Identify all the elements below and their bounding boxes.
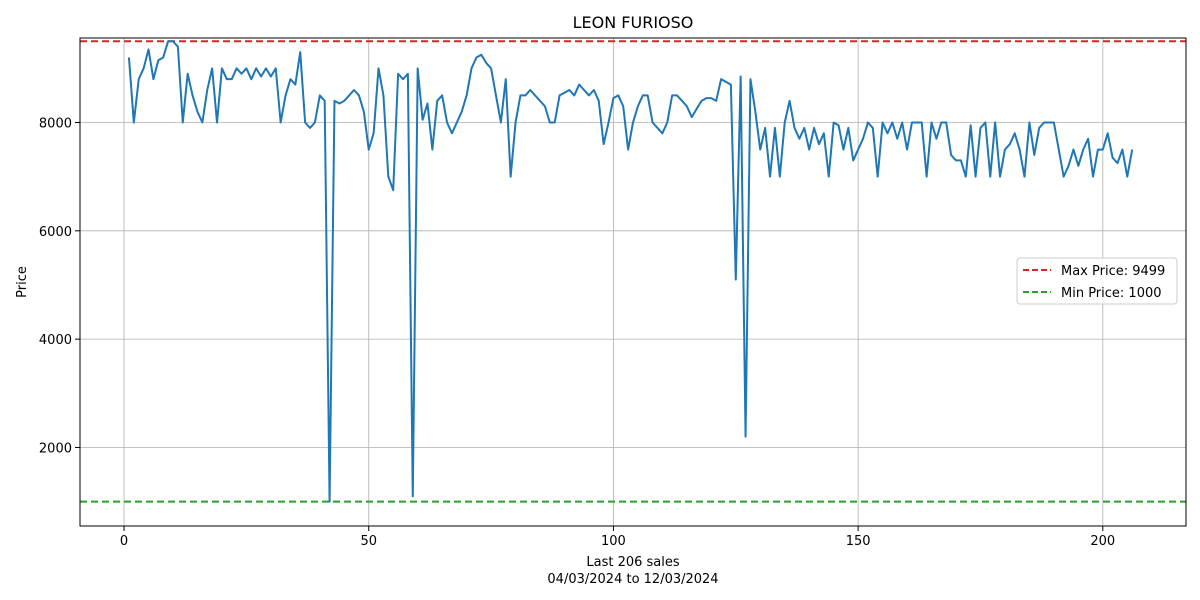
plot-frame bbox=[79, 37, 1187, 527]
x-axis-sublabel: 04/03/2024 to 12/03/2024 bbox=[547, 572, 718, 587]
x-tick-label: 200 bbox=[1090, 534, 1115, 549]
legend-label-max: Max Price: 9499 bbox=[1061, 264, 1165, 279]
y-tick-label: 4000 bbox=[39, 333, 72, 348]
series-layer bbox=[127, 40, 1134, 503]
x-tick-label: 50 bbox=[360, 534, 377, 549]
price-series-line bbox=[127, 40, 1134, 503]
grid-lines bbox=[80, 38, 1186, 526]
legend-label-min: Min Price: 1000 bbox=[1061, 286, 1162, 301]
axis-ticks: 0 50 100 150 200 2000 4000 6000 8000 bbox=[39, 116, 1115, 549]
x-axis-label: Last 206 sales bbox=[586, 555, 680, 570]
legend-box bbox=[1016, 257, 1178, 305]
x-tick-label: 0 bbox=[120, 534, 128, 549]
y-tick-label: 6000 bbox=[39, 225, 72, 240]
reference-lines bbox=[80, 40, 1186, 503]
x-tick-label: 100 bbox=[601, 534, 626, 549]
x-tick-label: 150 bbox=[846, 534, 871, 549]
y-tick-label: 8000 bbox=[39, 116, 72, 131]
y-tick-label: 2000 bbox=[39, 441, 72, 456]
chart-title: LEON FURIOSO bbox=[573, 13, 694, 32]
y-axis-label: Price bbox=[15, 266, 30, 298]
legend: Max Price: 9499 Min Price: 1000 bbox=[1016, 257, 1178, 305]
